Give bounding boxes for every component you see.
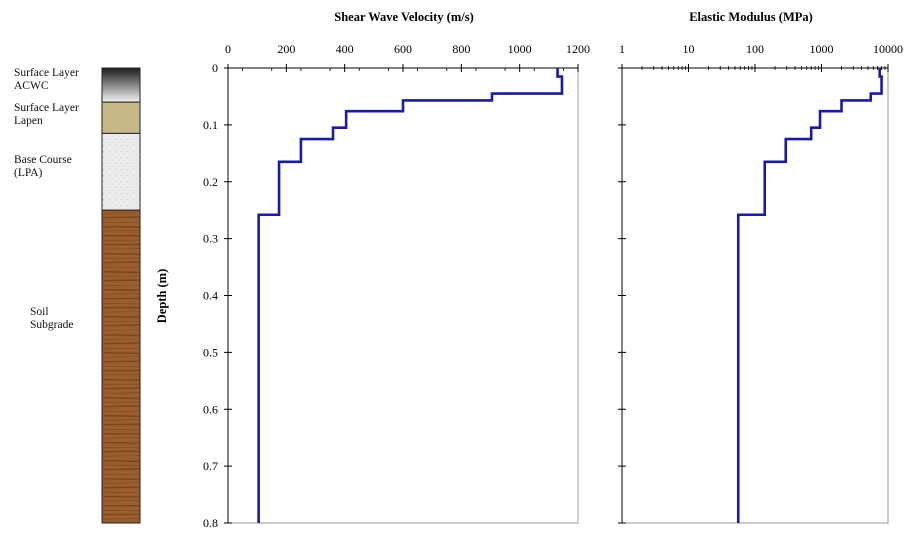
depth-tick-label: 0 bbox=[212, 61, 218, 75]
series-line-0 bbox=[738, 68, 881, 523]
subgrade-stripe bbox=[103, 451, 139, 452]
x-tick-label: 200 bbox=[277, 42, 295, 56]
depth-axis-title: Depth (m) bbox=[155, 269, 169, 324]
series-line-0 bbox=[259, 68, 562, 523]
layer-label-acwc: Surface Layer ACWC bbox=[14, 67, 79, 93]
x-tick-label: 1000 bbox=[508, 42, 532, 56]
subgrade-stripe bbox=[103, 487, 139, 488]
chart-title: Shear Wave Velocity (m/s) bbox=[334, 10, 473, 24]
depth-tick-label: 0.8 bbox=[203, 516, 218, 530]
x-tick-label: 1000 bbox=[810, 42, 834, 56]
subgrade-stripe bbox=[103, 335, 139, 336]
elastic-modulus-chart: Elastic Modulus (MPa) 1 10 100 1000 10000 bbox=[618, 10, 903, 523]
subgrade-stripe bbox=[103, 272, 139, 273]
subgrade-stripe bbox=[103, 461, 139, 462]
shear-wave-velocity-chart: 0 0.1 0.2 0.3 0.4 0.5 0.6 0.7 0.8 Shear Wave Velo… bbox=[203, 10, 590, 530]
layer-label-soil-subgrade: Soil Subgrade bbox=[30, 306, 73, 332]
subgrade-stripe bbox=[103, 343, 139, 344]
subgrade-stripe bbox=[103, 416, 139, 417]
x-tick-label: 10000 bbox=[873, 42, 903, 56]
depth-tick-label: 0.3 bbox=[203, 232, 218, 246]
depth-tick-label: 0.7 bbox=[203, 459, 218, 473]
subgrade-stripe bbox=[103, 254, 139, 255]
x-tick-label: 600 bbox=[394, 42, 412, 56]
depth-tick-label: 0.6 bbox=[203, 402, 218, 416]
layer-label-base-course: Base Course (LPA) bbox=[14, 154, 72, 180]
chart-title: Elastic Modulus (MPa) bbox=[689, 10, 813, 24]
subgrade-stripe bbox=[103, 325, 139, 326]
soil-layer-0 bbox=[102, 68, 140, 102]
plot-frame bbox=[228, 68, 578, 523]
depth-tick-label: 0.4 bbox=[203, 289, 218, 303]
plot-frame bbox=[622, 68, 888, 523]
depth-tick-label: 0.2 bbox=[203, 175, 218, 189]
subgrade-stripe bbox=[103, 280, 139, 281]
soil-layer-2 bbox=[102, 133, 140, 210]
x-tick-label: 1 bbox=[619, 42, 625, 56]
x-tick-label: 1200 bbox=[566, 42, 590, 56]
subgrade-stripe bbox=[103, 406, 139, 407]
soil-layer-1 bbox=[102, 102, 140, 133]
x-tick-label: 100 bbox=[746, 42, 764, 56]
x-tick-label: 800 bbox=[452, 42, 470, 56]
subgrade-stripe bbox=[103, 469, 139, 470]
subgrade-stripe bbox=[103, 353, 139, 354]
depth-tick-label: 0.5 bbox=[203, 345, 218, 359]
layer-label-lapen: Surface Layer Lapen bbox=[14, 102, 79, 128]
subgrade-stripe bbox=[103, 388, 139, 389]
subgrade-stripe bbox=[103, 217, 139, 218]
subgrade-stripe bbox=[103, 479, 139, 480]
x-tick-label: 10 bbox=[683, 42, 695, 56]
soil-column bbox=[102, 68, 140, 523]
x-tick-label: 0 bbox=[225, 42, 231, 56]
x-tick-label: 400 bbox=[336, 42, 354, 56]
subgrade-stripe bbox=[103, 262, 139, 263]
subgrade-stripe bbox=[103, 398, 139, 399]
depth-tick-label: 0.1 bbox=[203, 118, 218, 132]
